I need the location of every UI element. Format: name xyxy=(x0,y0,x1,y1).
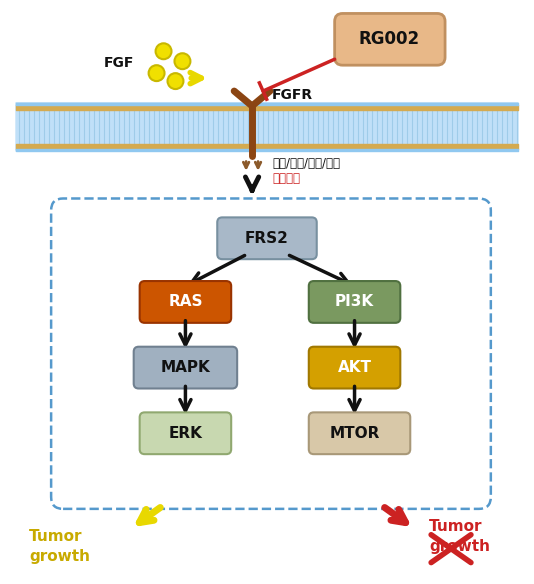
Text: 耐药突变: 耐药突变 xyxy=(272,172,300,185)
Text: MAPK: MAPK xyxy=(161,360,210,375)
Circle shape xyxy=(168,73,184,89)
Text: MTOR: MTOR xyxy=(329,426,380,441)
FancyBboxPatch shape xyxy=(140,281,231,323)
Text: RAS: RAS xyxy=(168,294,203,310)
FancyBboxPatch shape xyxy=(309,347,400,388)
Circle shape xyxy=(175,53,191,69)
Text: FRS2: FRS2 xyxy=(245,231,289,246)
FancyBboxPatch shape xyxy=(217,217,317,259)
Text: AKT: AKT xyxy=(337,360,372,375)
Circle shape xyxy=(148,65,164,81)
FancyBboxPatch shape xyxy=(335,13,445,65)
Text: FGF: FGF xyxy=(104,56,134,70)
FancyBboxPatch shape xyxy=(15,102,519,152)
Circle shape xyxy=(155,43,171,59)
FancyBboxPatch shape xyxy=(140,412,231,454)
Text: RG002: RG002 xyxy=(359,30,420,48)
Text: Tumor
growth: Tumor growth xyxy=(429,519,490,554)
Text: ERK: ERK xyxy=(169,426,202,441)
Text: FGFR: FGFR xyxy=(272,88,313,102)
FancyBboxPatch shape xyxy=(134,347,237,388)
Text: PI3K: PI3K xyxy=(335,294,374,310)
FancyBboxPatch shape xyxy=(309,412,410,454)
FancyBboxPatch shape xyxy=(309,281,400,323)
Text: Tumor
growth: Tumor growth xyxy=(29,529,90,564)
Text: 融合/重排/突变/扩增: 融合/重排/突变/扩增 xyxy=(272,157,340,170)
